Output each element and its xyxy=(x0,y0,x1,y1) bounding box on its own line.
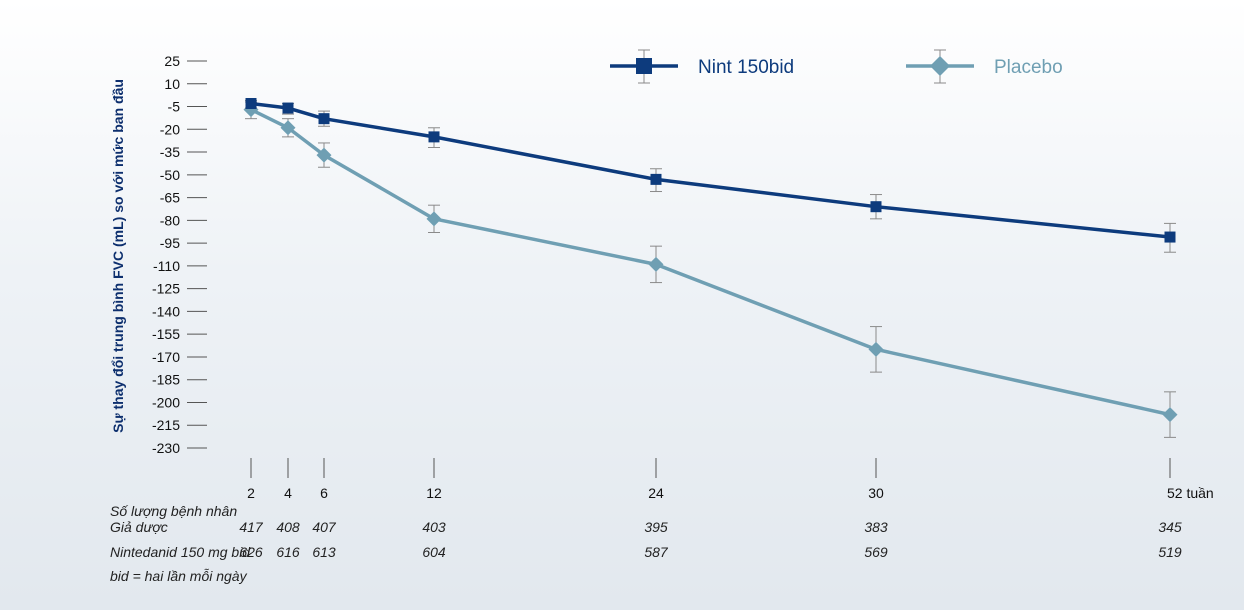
legend-marker-diamond xyxy=(930,56,950,76)
x-tick-label: 52 tuần xyxy=(1167,485,1214,501)
y-tick-label: -80 xyxy=(160,212,180,228)
table-footnote: bid = hai lần mỗi ngày xyxy=(110,568,248,584)
y-tick-label: 10 xyxy=(164,76,180,92)
table-row-label-nintedanib: Nintedanid 150 mg bid xyxy=(110,544,251,560)
y-tick-label: -125 xyxy=(152,281,180,297)
y-tick-label: -5 xyxy=(168,99,181,115)
x-tick-label: 6 xyxy=(320,485,328,501)
table-cell: 569 xyxy=(864,544,888,560)
y-tick-label: -65 xyxy=(160,190,180,206)
legend-item: Nint 150bid xyxy=(610,49,794,84)
table-cell: 613 xyxy=(312,544,336,560)
y-tick-label: -230 xyxy=(152,440,180,456)
legend-label: Placebo xyxy=(994,57,1063,78)
data-point-square xyxy=(245,97,257,109)
table-cell: 587 xyxy=(644,544,669,560)
table-cell: 408 xyxy=(276,519,300,535)
x-tick-label: 30 xyxy=(868,485,884,501)
legend-label: Nint 150bid xyxy=(698,57,794,78)
x-tick-label: 24 xyxy=(648,485,664,501)
table-cell: 395 xyxy=(644,519,668,535)
data-point-diamond xyxy=(316,147,332,163)
y-tick-label: -50 xyxy=(160,167,180,183)
data-point-square xyxy=(1164,231,1176,243)
table-cell: 417 xyxy=(239,519,264,535)
data-point-diamond xyxy=(868,341,884,357)
y-tick-label: -20 xyxy=(160,121,180,137)
y-tick-label: -35 xyxy=(160,144,180,160)
table-cell: 626 xyxy=(239,544,263,560)
x-tick-label: 12 xyxy=(426,485,442,501)
series-placebo xyxy=(243,101,1178,438)
table-cell: 407 xyxy=(312,519,337,535)
series-nint-150bid xyxy=(245,97,1176,253)
table-cell: 616 xyxy=(276,544,300,560)
x-tick-label: 4 xyxy=(284,485,292,501)
table-cell: 604 xyxy=(422,544,446,560)
y-tick-label: -155 xyxy=(152,326,180,342)
data-point-square xyxy=(282,102,294,114)
data-point-diamond xyxy=(648,256,664,272)
legend: Nint 150bid Placebo xyxy=(610,49,1063,84)
y-tick-label: -170 xyxy=(152,349,180,365)
data-point-square xyxy=(428,131,440,143)
y-axis-label: Sự thay đổi trung bình FVC (mL) so với m… xyxy=(110,79,126,433)
series-layer xyxy=(243,97,1178,438)
data-point-diamond xyxy=(280,120,296,136)
y-tick-label: -200 xyxy=(152,394,180,410)
data-point-square xyxy=(318,113,330,125)
table-row-label-placebo: Giả dược xyxy=(110,519,168,535)
y-tick-label: -110 xyxy=(153,258,180,274)
table-cell: 345 xyxy=(1158,519,1182,535)
table-cell: 383 xyxy=(864,519,888,535)
x-tick-label: 2 xyxy=(247,485,255,501)
data-point-square xyxy=(650,173,662,185)
y-tick-label: -185 xyxy=(152,372,180,388)
table-cell: 403 xyxy=(422,519,446,535)
y-tick-label: 25 xyxy=(164,53,180,69)
data-point-square xyxy=(870,201,882,213)
y-axis: 25 10 -5 -20 -35 -50 -65 -80 -95 -110 -125 -140 -155… xyxy=(152,53,207,456)
series-line xyxy=(250,101,1171,239)
legend-marker-square xyxy=(636,58,652,74)
table-header: Số lượng bệnh nhân xyxy=(110,503,237,519)
data-point-diamond xyxy=(426,211,442,227)
x-axis: 2 4 6 12 24 30 52 tuần xyxy=(247,458,1214,501)
y-tick-label: -140 xyxy=(152,303,180,319)
patient-count-table: Số lượng bệnh nhân Giả dược Nintedanid 1… xyxy=(110,503,1182,584)
y-tick-label: -215 xyxy=(152,417,180,433)
legend-item: Placebo xyxy=(906,49,1063,84)
table-cell: 519 xyxy=(1158,544,1182,560)
y-tick-label: -95 xyxy=(160,235,180,251)
series-line xyxy=(250,107,1171,417)
data-point-diamond xyxy=(1162,407,1178,423)
